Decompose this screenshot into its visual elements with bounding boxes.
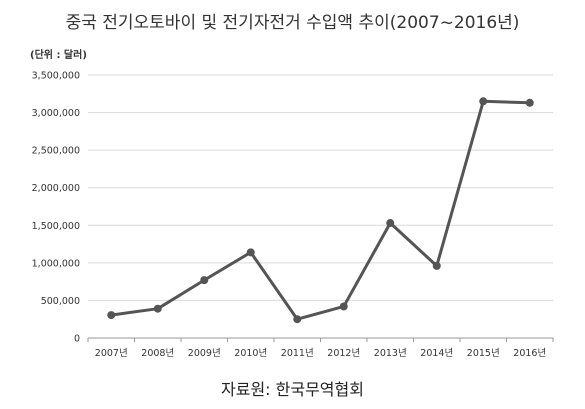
y-tick-label: 1,000,000 <box>32 258 80 269</box>
data-point <box>293 315 302 324</box>
x-tick-label: 2012년 <box>327 348 360 359</box>
data-point <box>479 97 488 106</box>
chart-title: 중국 전기오토바이 및 전기자전거 수입액 추이(2007~2016년) <box>65 13 520 33</box>
x-tick-label: 2013년 <box>374 348 407 359</box>
data-point <box>153 304 162 313</box>
data-point <box>432 261 441 270</box>
y-tick-label: 1,500,000 <box>32 221 80 232</box>
x-tick-label: 2016년 <box>513 348 546 359</box>
y-tick-label: 500,000 <box>41 296 80 307</box>
data-point <box>339 302 348 311</box>
y-tick-label: 2,000,000 <box>32 183 80 194</box>
y-tick-label: 3,500,000 <box>32 71 80 82</box>
y-axis: 0 500,000 1,000,000 1,500,000 2,000,000 2,500… <box>32 71 80 345</box>
x-tick-label: 2008년 <box>141 348 174 359</box>
x-axis: 2007년 2008년 2009년 2010년 2011년 2012년 2013년 2014년… <box>87 337 554 359</box>
data-point <box>107 311 116 320</box>
series-line <box>111 99 530 321</box>
series-layer <box>107 97 534 324</box>
x-tick-label: 2014년 <box>420 348 453 359</box>
data-point <box>525 98 534 107</box>
data-point <box>200 276 209 285</box>
x-tick-label: 2007년 <box>95 348 128 359</box>
source-note: 자료원: 한국무역협회 <box>221 380 364 399</box>
x-tick-label: 2009년 <box>188 348 221 359</box>
x-tick-label: 2015년 <box>467 348 500 359</box>
y-tick-label: 2,500,000 <box>32 146 80 157</box>
gridlines <box>88 74 553 301</box>
y-tick-label: 3,000,000 <box>32 108 80 119</box>
x-tick-label: 2010년 <box>234 348 267 359</box>
data-point <box>386 219 395 228</box>
data-point <box>246 248 255 257</box>
unit-label: (단위 : 달러) <box>30 50 87 61</box>
x-tick-label: 2011년 <box>281 348 314 359</box>
y-tick-label: 0 <box>74 334 80 345</box>
